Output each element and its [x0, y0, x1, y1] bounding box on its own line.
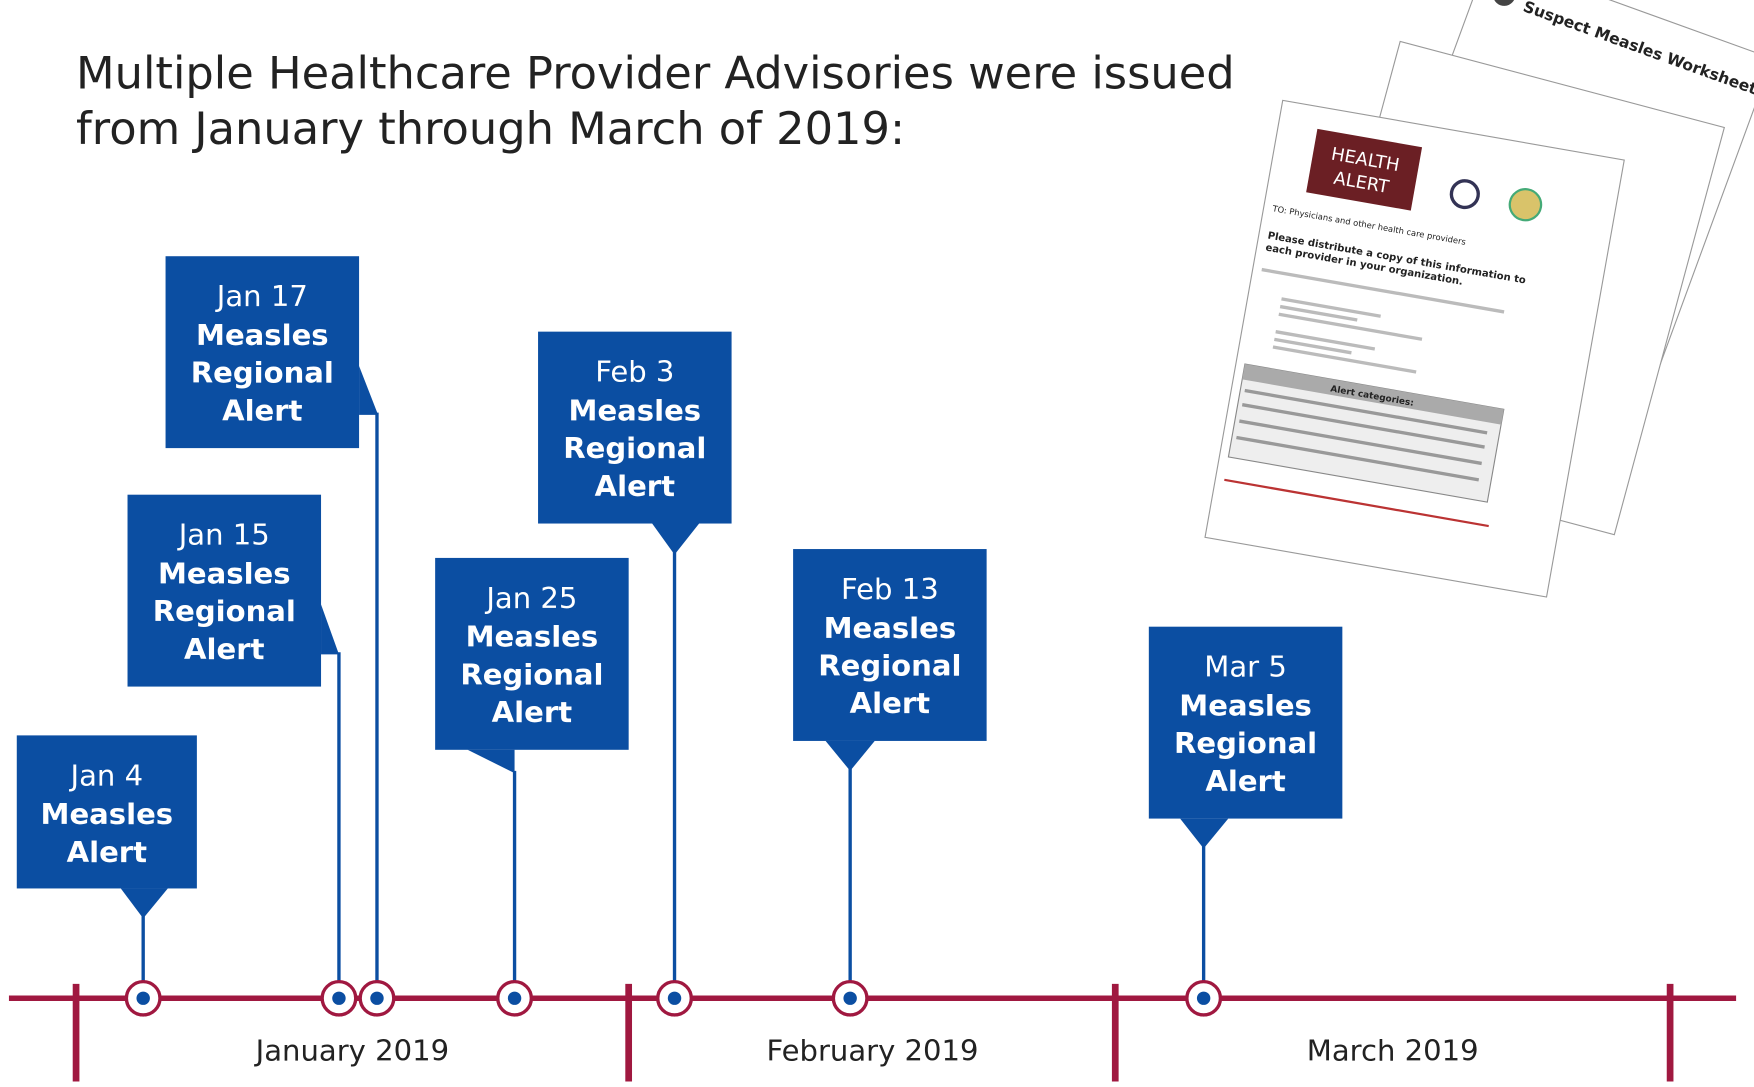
event-box [165, 256, 360, 449]
event-dot [370, 991, 384, 1005]
document-stack: Suspect Measles Worksheet HEALTH ALERT T… [1204, 0, 1754, 598]
doc-rule [1224, 478, 1489, 528]
event-dot [136, 991, 150, 1005]
month-label: March 2019 [1307, 1033, 1479, 1067]
doc-lines [1236, 388, 1488, 482]
event-pointer [652, 523, 700, 555]
event-label: Measles [158, 557, 291, 591]
event-label: Regional [563, 431, 706, 465]
alert-badge [1306, 128, 1423, 211]
event-box [127, 494, 322, 687]
doc-lines [1261, 267, 1505, 374]
categories-header [1242, 364, 1504, 425]
event-label: Regional [818, 649, 961, 683]
doc-logo [1449, 179, 1480, 210]
event-label: Alert [595, 469, 676, 503]
event-box [793, 549, 987, 741]
event-label: Regional [191, 356, 334, 390]
event-pointer [321, 604, 339, 655]
event-date: Jan 4 [69, 758, 144, 792]
event-pointer [359, 366, 379, 415]
event-label: Regional [1174, 726, 1317, 760]
event-label: Alert [184, 632, 265, 666]
event-date: Jan 15 [177, 518, 270, 552]
event-label: Measles [196, 318, 329, 352]
event-label: Alert [1205, 764, 1286, 798]
month-label: February 2019 [766, 1033, 978, 1067]
event-pointer [825, 740, 875, 771]
month-label: January 2019 [254, 1033, 449, 1067]
event-box [16, 735, 197, 889]
event-label: Alert [67, 835, 148, 869]
event-label: Measles [1179, 689, 1312, 723]
event-label: Measles [41, 797, 174, 831]
event-label: Alert [222, 393, 303, 427]
event-pointer [120, 888, 168, 919]
event-box [538, 331, 732, 524]
event-pointer [1180, 818, 1229, 849]
title-line: Multiple Healthcare Provider Advisories … [76, 48, 1235, 100]
event-date: Mar 5 [1204, 650, 1287, 684]
event-label: Measles [824, 611, 957, 645]
event-date: Feb 3 [595, 355, 674, 389]
doc-logo [1493, 0, 1516, 6]
doc-logo [1508, 188, 1543, 222]
event-label: Regional [153, 594, 296, 628]
event-box [1148, 626, 1343, 819]
event-box [435, 557, 629, 750]
title-line: from January through March of 2019: [76, 103, 905, 155]
event-date: Feb 13 [841, 572, 939, 606]
event-date: Jan 25 [484, 581, 577, 615]
event-date: Jan 17 [215, 279, 308, 313]
event-pointer [467, 749, 515, 774]
event-dot [1196, 991, 1211, 1005]
doc-page [1204, 99, 1625, 598]
event-label: Alert [492, 695, 573, 729]
event-dot [843, 991, 857, 1005]
event-dot [507, 991, 522, 1005]
event-dot [332, 991, 346, 1005]
event-label: Regional [460, 657, 603, 691]
event-label: Alert [850, 686, 931, 720]
event-dot [667, 991, 682, 1005]
event-label: Measles [466, 620, 599, 654]
event-label: Measles [569, 393, 702, 427]
